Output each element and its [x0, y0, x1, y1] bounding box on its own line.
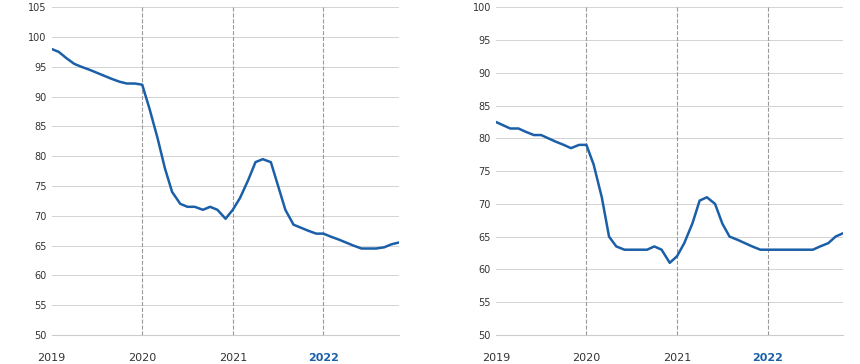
Text: 2022: 2022: [308, 353, 339, 363]
Text: 2019: 2019: [38, 353, 65, 363]
Text: 2021: 2021: [218, 353, 247, 363]
Text: 2020: 2020: [128, 353, 157, 363]
Text: 2021: 2021: [663, 353, 691, 363]
Text: 2019: 2019: [482, 353, 510, 363]
Text: 2022: 2022: [752, 353, 783, 363]
Text: 2020: 2020: [572, 353, 600, 363]
